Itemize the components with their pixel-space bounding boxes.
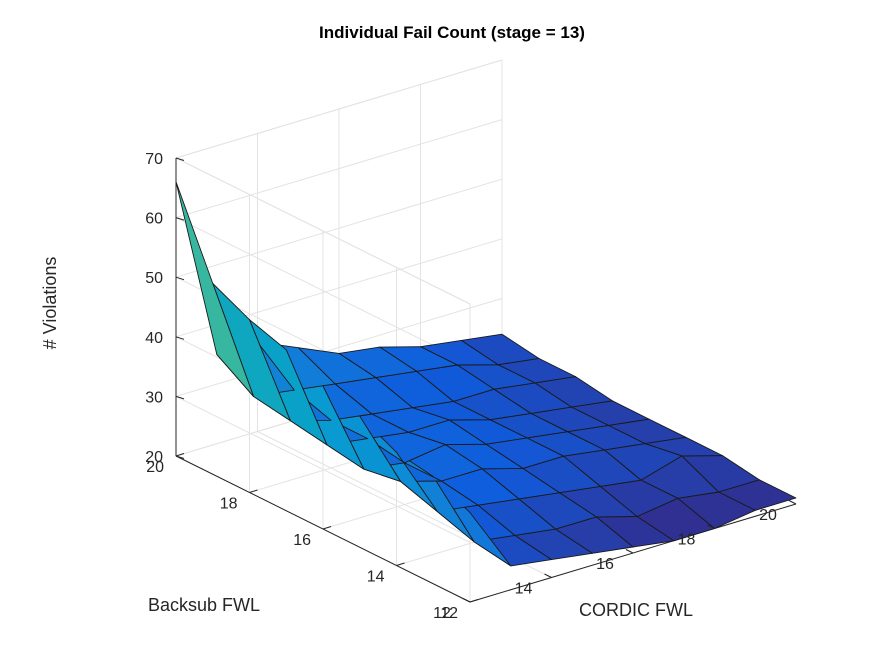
- grid-line: [175, 217, 471, 365]
- z-tick-mark: [175, 157, 185, 161]
- z-tick-label: 30: [145, 389, 163, 406]
- surface-face: [175, 181, 254, 397]
- box-edge: [175, 59, 503, 159]
- y-tick-label: 12: [440, 605, 458, 622]
- z-tick-mark: [175, 336, 185, 340]
- z-tick-mark: [175, 455, 185, 459]
- x-tick-mark: [788, 500, 797, 505]
- y-tick-mark: [469, 599, 479, 603]
- z-tick-label: 50: [145, 270, 163, 287]
- y-tick-label: 18: [220, 496, 238, 513]
- x-tick-mark: [625, 549, 634, 554]
- z-tick-label: 70: [145, 151, 163, 168]
- y-tick-label: 14: [367, 569, 385, 586]
- x-axis-label: CORDIC FWL: [579, 600, 693, 620]
- y-axis-label: Backsub FWL: [148, 595, 260, 615]
- grid-line: [175, 395, 471, 543]
- z-tick-mark: [175, 276, 185, 281]
- z-tick-label: 60: [145, 211, 163, 228]
- y-tick-mark: [322, 526, 332, 530]
- x-tick-mark: [462, 598, 471, 603]
- z-tick-label: 20: [145, 449, 163, 466]
- chart-title: Individual Fail Count (stage = 13): [319, 23, 585, 42]
- x-tick-label: 20: [759, 507, 777, 524]
- y-tick-label: 20: [146, 459, 164, 476]
- box-edge: [175, 157, 471, 305]
- x-tick-mark: [544, 573, 552, 578]
- x-tick-label: 18: [678, 532, 696, 549]
- grid-line: [175, 178, 503, 278]
- y-tick-mark: [175, 453, 185, 457]
- grid-line: [175, 297, 503, 397]
- y-tick-mark: [249, 489, 258, 493]
- x-tick-label: 12: [433, 605, 451, 622]
- x-tick-mark: [707, 524, 715, 529]
- y-tick-label: 16: [293, 532, 311, 549]
- x-tick-label: 14: [515, 581, 533, 598]
- y-tick-mark: [396, 562, 405, 566]
- x-tick-label: 16: [596, 556, 614, 573]
- z-tick-label: 40: [145, 330, 163, 347]
- z-axis-label: # Violations: [40, 257, 60, 350]
- z-tick-mark: [175, 395, 185, 400]
- surface: [175, 181, 797, 567]
- z-tick-mark: [175, 217, 185, 221]
- grid-line: [175, 119, 503, 219]
